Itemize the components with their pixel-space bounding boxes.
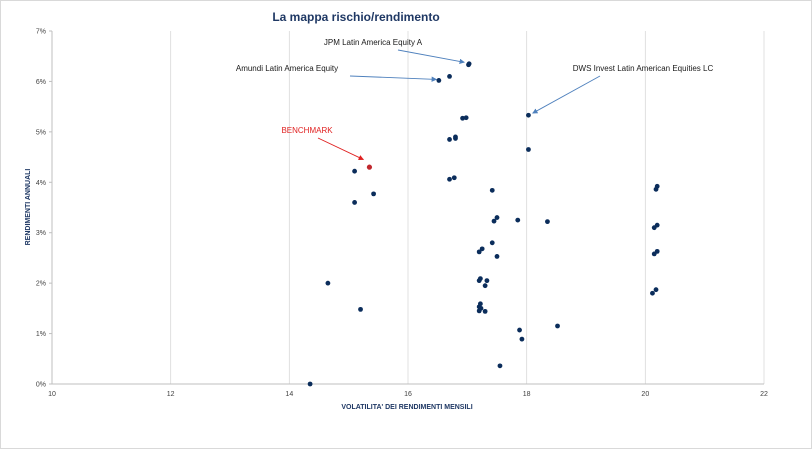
data-point bbox=[358, 306, 363, 312]
y-tick-label: 7% bbox=[36, 29, 46, 36]
annotation-label: JPM Latin America Equity A bbox=[324, 38, 423, 47]
data-point bbox=[489, 187, 495, 193]
annotation-arrow bbox=[397, 49, 465, 65]
data-point bbox=[352, 168, 357, 174]
data-point bbox=[494, 254, 500, 259]
chart-title: La mappa rischio/rendimento bbox=[272, 10, 439, 24]
data-point bbox=[436, 78, 442, 83]
y-tick-label: 4% bbox=[36, 180, 46, 187]
data-point bbox=[451, 175, 457, 181]
data-point bbox=[515, 217, 521, 223]
y-tick-label: 0% bbox=[36, 382, 46, 389]
data-point bbox=[497, 363, 503, 369]
grid-lines bbox=[170, 31, 765, 384]
data-point bbox=[477, 301, 483, 307]
data-point bbox=[517, 327, 522, 333]
data-point bbox=[650, 290, 655, 296]
annotation-label: BENCHMARK bbox=[281, 126, 333, 135]
y-tick-label: 1% bbox=[36, 331, 46, 338]
data-point bbox=[482, 283, 488, 289]
x-tick-label: 16 bbox=[404, 391, 412, 398]
y-axis-title: RENDIMENTI ANNUALI bbox=[25, 169, 32, 246]
y-tick-label: 3% bbox=[36, 230, 46, 237]
data-point bbox=[479, 246, 485, 252]
axes bbox=[49, 30, 764, 385]
data-point bbox=[463, 115, 469, 121]
benchmark-point bbox=[366, 164, 373, 170]
data-point bbox=[453, 134, 458, 140]
x-tick-label: 20 bbox=[641, 391, 649, 398]
annotation-label: DWS Invest Latin American Equities LC bbox=[573, 64, 714, 73]
data-point bbox=[447, 137, 452, 142]
data-point bbox=[482, 308, 488, 314]
data-point bbox=[352, 200, 357, 205]
data-point bbox=[325, 280, 331, 286]
data-point bbox=[519, 336, 525, 342]
data-point bbox=[653, 287, 659, 293]
data-point bbox=[654, 183, 660, 189]
data-point bbox=[545, 219, 550, 225]
data-point bbox=[555, 323, 560, 329]
annotation-arrows bbox=[317, 49, 601, 160]
data-point bbox=[494, 215, 500, 220]
x-axis-title: VOLATILITA' DEI RENDIMENTI MENSILI bbox=[341, 404, 472, 411]
y-tick-label: 2% bbox=[36, 281, 46, 288]
data-point bbox=[526, 112, 531, 118]
x-tick-label: 14 bbox=[285, 391, 293, 398]
data-point bbox=[491, 218, 497, 224]
data-point bbox=[460, 115, 465, 121]
annotation-label: Amundi Latin America Equity bbox=[236, 64, 338, 73]
annotation-labels: JPM Latin America Equity A Amundi Latin A… bbox=[236, 38, 714, 135]
data-point bbox=[484, 278, 490, 284]
data-point bbox=[477, 276, 483, 282]
data-point bbox=[447, 73, 452, 79]
data-point bbox=[526, 147, 531, 152]
data-point bbox=[489, 240, 495, 246]
tick-labels: 0% 1% 2% 3% 4% 5% 6% 7% 10 12 14 16 18 20 22 bbox=[36, 29, 768, 399]
annotation-arrow bbox=[532, 75, 601, 114]
y-tick-label: 6% bbox=[36, 79, 46, 86]
x-tick-label: 12 bbox=[167, 391, 175, 398]
data-point bbox=[307, 381, 313, 387]
annotation-arrow bbox=[349, 75, 438, 82]
data-point bbox=[654, 248, 660, 254]
x-tick-label: 18 bbox=[523, 391, 531, 398]
x-tick-label: 10 bbox=[48, 391, 56, 398]
annotation-arrow bbox=[317, 137, 364, 160]
data-point bbox=[466, 61, 472, 67]
data-point bbox=[476, 249, 482, 255]
data-point bbox=[371, 191, 376, 197]
data-point bbox=[447, 176, 452, 182]
x-tick-label: 22 bbox=[760, 391, 768, 398]
data-points bbox=[307, 61, 660, 387]
data-point bbox=[654, 222, 660, 228]
data-point bbox=[476, 308, 482, 314]
y-tick-label: 5% bbox=[36, 129, 46, 136]
